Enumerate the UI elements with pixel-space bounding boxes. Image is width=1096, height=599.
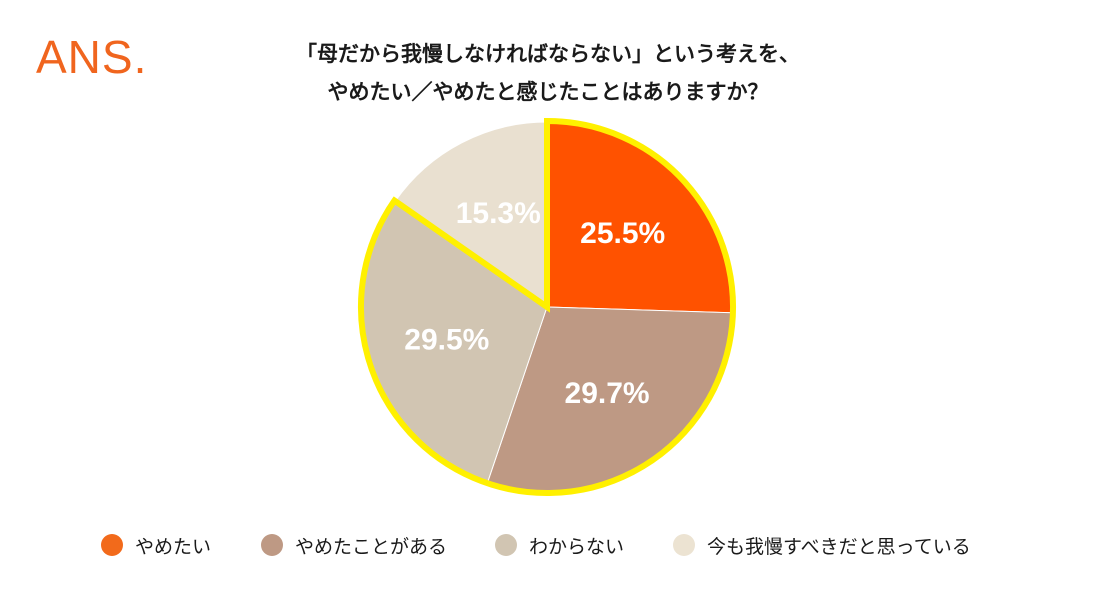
legend-label-ima-mo-gaman: 今も我慢すべきだと思っている (707, 535, 971, 558)
data-label-yameta-koto-ga-aru: 29.7% (565, 377, 650, 410)
chart-title: 「母だから我慢しなければならない」という考えを、 (296, 42, 800, 66)
chart-subtitle: やめたい／やめたと感じたことはありますか？ (327, 80, 769, 104)
legend-swatch-yameta-koto-ga-aru (261, 534, 283, 556)
data-label-ima-mo-gaman: 15.3% (456, 197, 541, 230)
legend-item-yameta-koto-ga-aru: やめたことがある (261, 527, 447, 563)
legend: やめたい やめたことがある わからない 今も我慢すべきだと思っている (0, 527, 1096, 563)
legend-swatch-yametai (101, 534, 123, 556)
data-label-wakaranai: 29.5% (404, 323, 489, 356)
pie-slice-ima-mo-gaman (394, 121, 548, 308)
pie-labels: 25.5% 29.7% 29.5% 15.3% (404, 197, 665, 410)
legend-label-yameta-koto-ga-aru: やめたことがある (295, 535, 448, 558)
legend-swatch-ima-mo-gaman (673, 534, 695, 556)
data-label-yametai: 25.5% (580, 217, 665, 250)
pie-highlight (358, 117, 736, 496)
legend-item-yametai: やめたい (101, 527, 211, 563)
legend-swatch-wakaranai (495, 534, 517, 556)
highlight-outline (358, 117, 736, 496)
legend-label-wakaranai: わからない (529, 535, 625, 558)
legend-label-yametai: やめたい (135, 535, 212, 558)
legend-item-ima-mo-gaman: 今も我慢すべきだと思っている (673, 527, 971, 563)
legend-item-wakaranai: わからない (495, 527, 624, 563)
ans-logo: ANS. (36, 31, 148, 83)
